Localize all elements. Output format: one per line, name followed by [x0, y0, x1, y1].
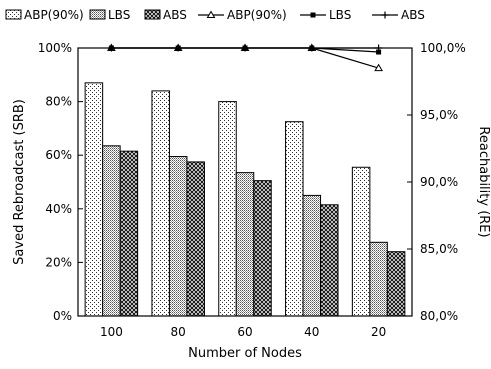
x-tick-label: 60 [237, 325, 252, 339]
legend: ABP(90%) LBS ABS ABP(90%) LBS ABS [5, 8, 425, 22]
left-axis: 0% 20% 40% 60% 80% 100% [38, 41, 83, 323]
x-tick-label: 80 [171, 325, 186, 339]
right-tick-label: 95,0% [420, 108, 458, 122]
bar-lbs-40 [302, 194, 322, 317]
bar-abp-90-60 [218, 101, 237, 317]
bar-abp-90-40 [285, 121, 304, 317]
x-axis-label: Number of Nodes [188, 346, 302, 361]
left-tick-label: 60% [45, 148, 72, 162]
left-tick-label: 20% [45, 255, 72, 269]
bar-abs-80 [186, 161, 205, 317]
legend-marker-abp-90 [206, 10, 216, 18]
bar-lbs-80 [168, 156, 188, 317]
legend-marker-abs [381, 11, 389, 19]
legend-swatch-abp-90 [5, 9, 22, 20]
right-axis-label: Reachability (RE) [476, 126, 491, 237]
bar-abs-40 [320, 204, 339, 317]
point-lbs-20 [376, 49, 382, 55]
bar-abp-90-100 [84, 82, 104, 317]
bar-abp-90-20 [351, 166, 371, 317]
right-tick-label: 85,0% [420, 242, 458, 256]
x-tick-label: 20 [371, 325, 386, 339]
bar-lbs-100 [102, 145, 121, 317]
left-tick-label: 0% [53, 309, 72, 323]
right-tick-label: 90,0% [420, 175, 458, 189]
legend-swatch-abs [144, 9, 161, 20]
x-axis: 100 80 60 40 20 [100, 325, 386, 339]
bar-abp-90-80 [151, 90, 170, 317]
legend-swatch-lbs [89, 9, 106, 20]
legend-label-abs: ABS [163, 8, 187, 22]
x-tick-label: 100 [100, 325, 123, 339]
right-tick-label: 100,0% [420, 41, 466, 55]
bar-lbs-60 [235, 172, 255, 317]
legend-marker-lbs [310, 12, 316, 18]
legend-label-abp-90: ABP(90%) [227, 8, 287, 22]
left-tick-label: 100% [38, 41, 72, 55]
legend-label-abp-90: ABP(90%) [24, 8, 84, 22]
bar-abs-60 [253, 180, 272, 317]
left-tick-label: 80% [45, 95, 72, 109]
right-tick-label: 80,0% [420, 309, 458, 323]
bar-abs-100 [119, 150, 139, 317]
right-axis: 80,0% 85,0% 90,0% 95,0% 100,0% [407, 41, 466, 323]
left-axis-label: Saved Rebroadcast (SRB) [12, 99, 27, 265]
left-tick-label: 40% [45, 202, 72, 216]
x-tick-label: 40 [304, 325, 319, 339]
legend-label-lbs: LBS [108, 8, 130, 22]
point-abp-90-20 [374, 63, 383, 72]
bars-layer [84, 82, 406, 317]
legend-label-lbs: LBS [329, 8, 351, 22]
legend-label-abs: ABS [401, 8, 425, 22]
bar-lbs-20 [369, 241, 388, 317]
bar-abs-20 [386, 251, 406, 317]
